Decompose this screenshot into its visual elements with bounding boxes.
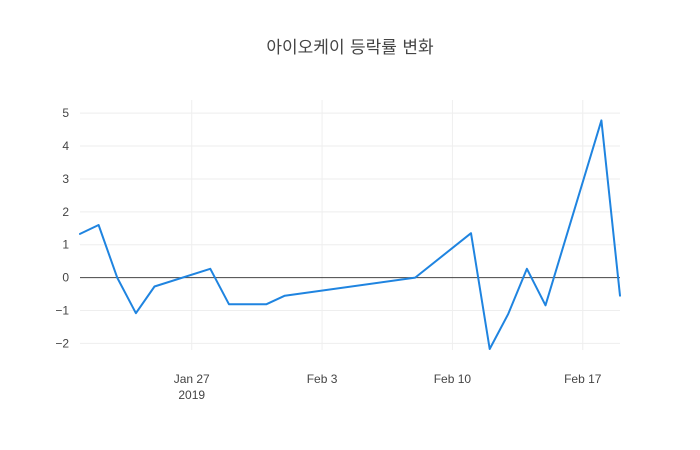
y-tick-label: 2	[62, 205, 69, 219]
y-tick-label: −1	[55, 304, 69, 318]
x-tick-sublabel: 2019	[178, 388, 205, 402]
y-tick-label: 1	[62, 238, 69, 252]
x-tick-label: Feb 10	[434, 372, 472, 386]
y-tick-label: 3	[62, 172, 69, 186]
series-line-0	[80, 120, 620, 349]
y-tick-label: 5	[62, 106, 69, 120]
x-tick-label: Jan 27	[174, 372, 210, 386]
y-tick-label: −2	[55, 336, 69, 350]
y-tick-label: 0	[62, 271, 69, 285]
x-tick-label: Feb 3	[307, 372, 338, 386]
y-tick-label: 4	[62, 139, 69, 153]
x-tick-label: Feb 17	[564, 372, 602, 386]
